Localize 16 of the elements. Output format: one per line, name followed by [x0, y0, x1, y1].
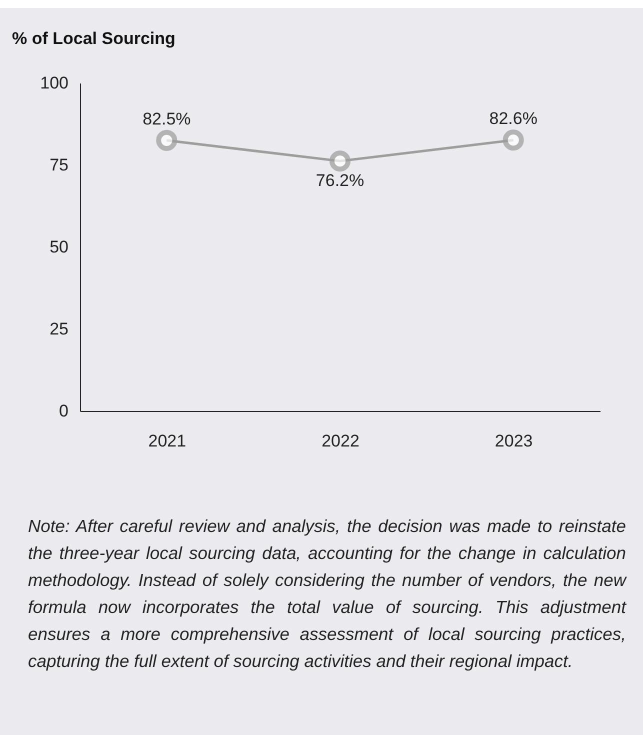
point [156, 130, 178, 151]
y-tick-label: 75 [50, 156, 68, 174]
y-tick-label: 50 [50, 238, 68, 256]
x-tick-label: 2022 [322, 432, 360, 450]
y-tick-label: 25 [50, 320, 68, 338]
data-label: 82.5% [142, 109, 191, 128]
data-label: 82.6% [489, 109, 538, 128]
y-tick-label: 100 [40, 74, 68, 92]
x-tick-label: 2023 [494, 432, 533, 450]
data-label: 76.2% [316, 171, 364, 190]
point [502, 130, 524, 151]
point [329, 150, 351, 172]
y-tick-label: 0 [59, 402, 68, 420]
x-tick-label: 2021 [148, 432, 186, 450]
text: Note: After careful review and analysis, the decision was made to reinstate the three-year local sourcing data, accounting for the change in calculation methodology. Instead of solely considering the number of vendors, the new formula now incorporates the total value of sourcing. This adjustment ensures a more comprehensive assessment of local sourcing practices, capturing the full extent of sourcing activities and their regional impact. [28, 515, 626, 673]
chart-title: % of Local Sourcing [12, 29, 176, 48]
